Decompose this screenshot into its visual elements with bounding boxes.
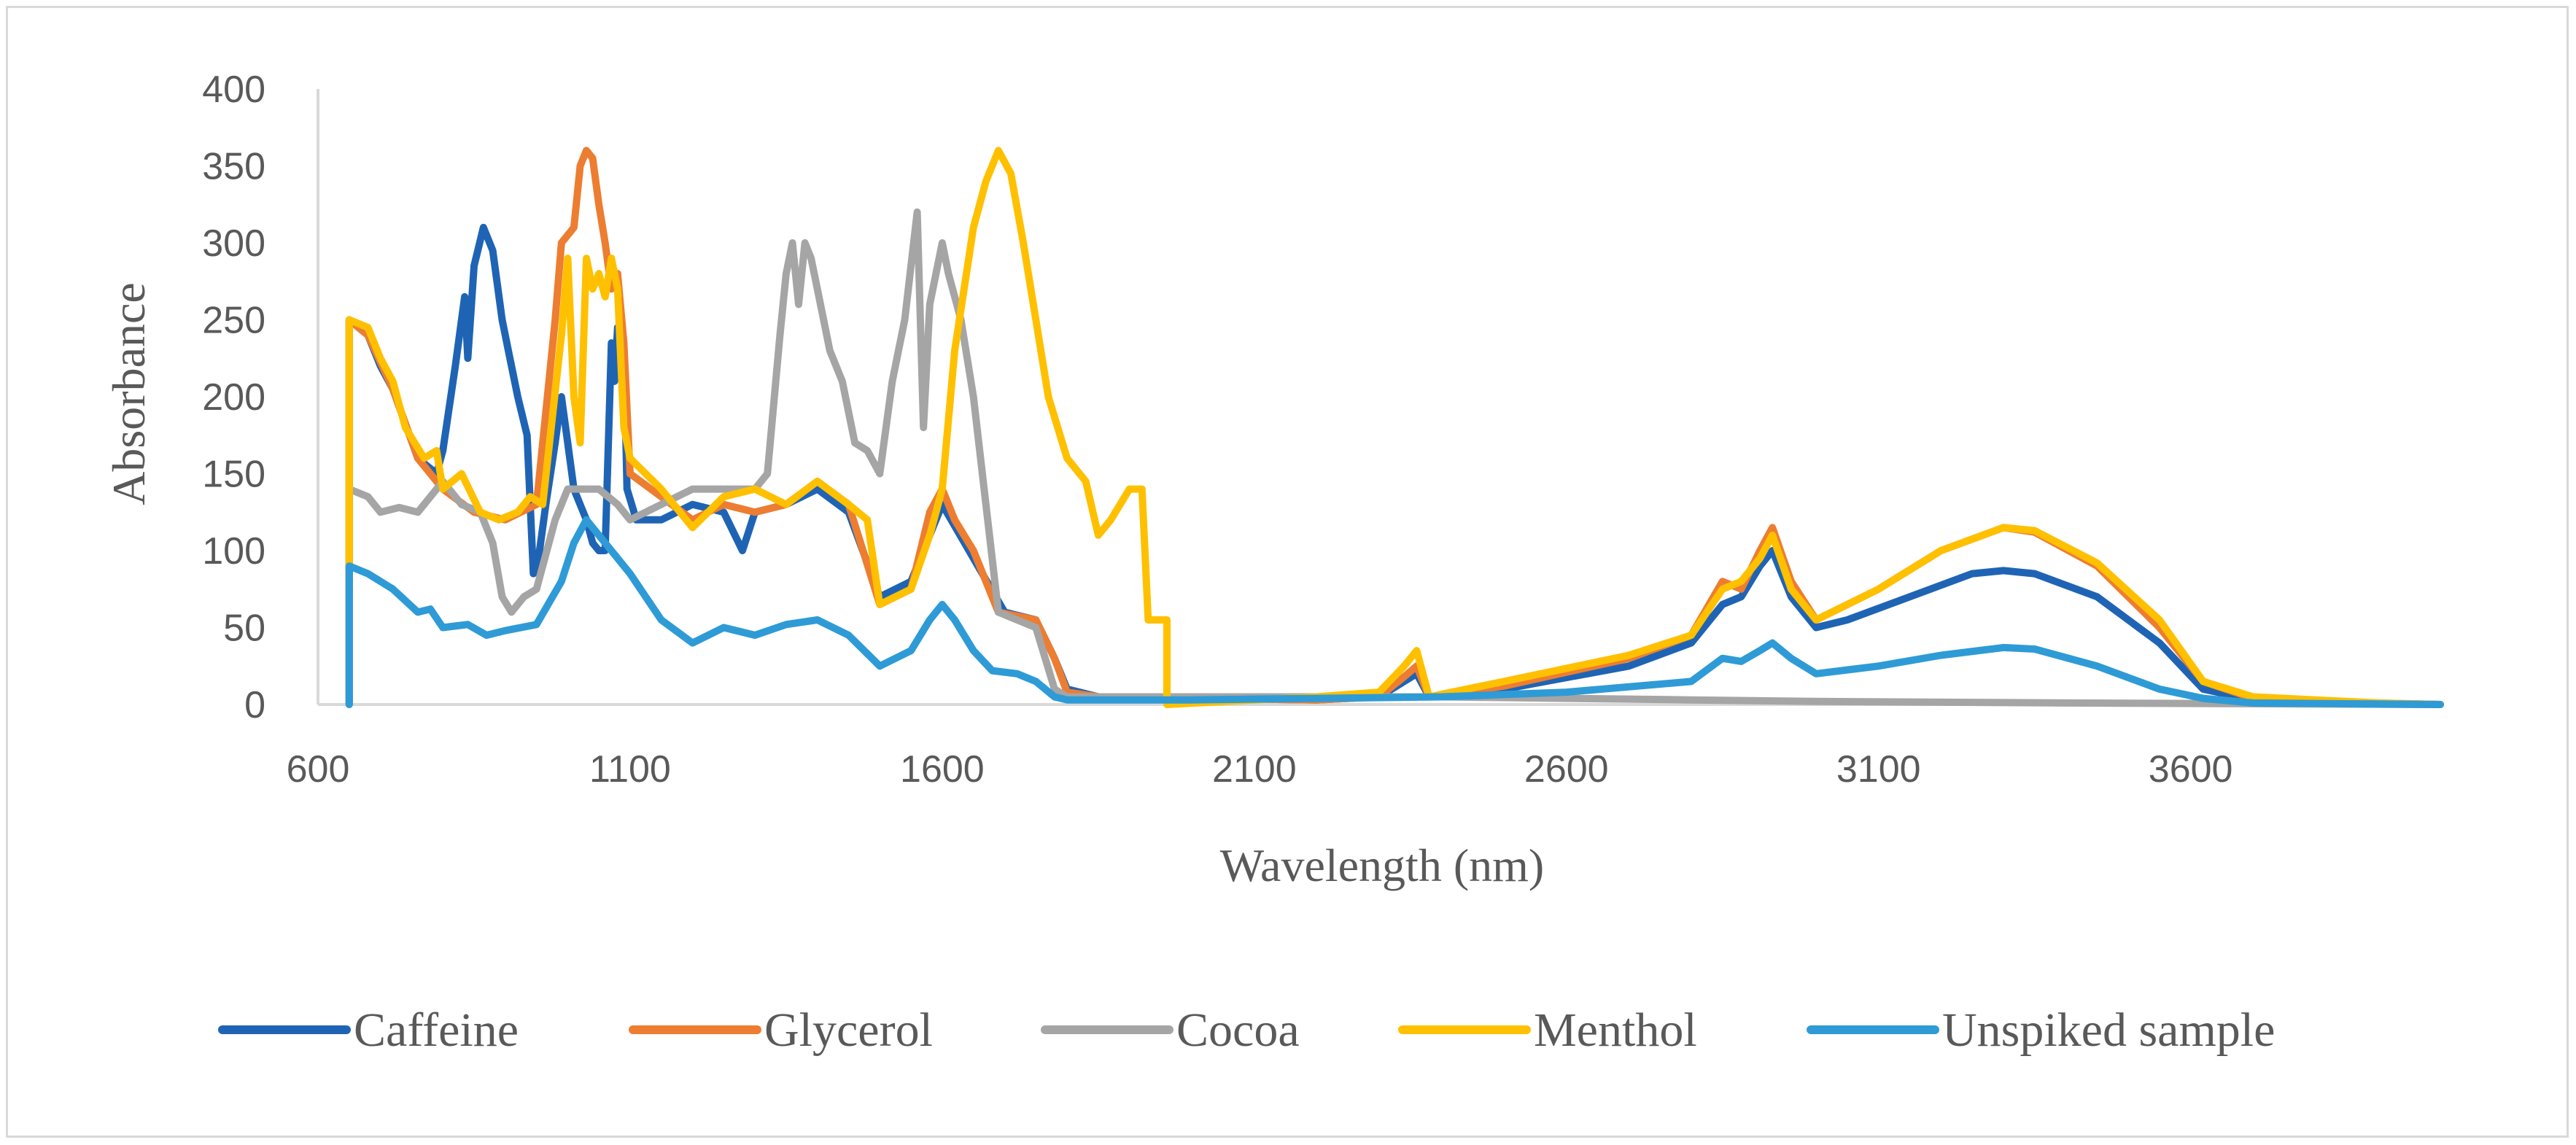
x-tick-label: 3600 (2149, 748, 2233, 791)
y-tick-label: 350 (202, 146, 265, 188)
series-line-caffeine (345, 223, 2444, 708)
series-line-menthol (345, 147, 2444, 708)
y-tick-label: 250 (202, 300, 265, 342)
legend-label-unspiked-sample: Unspiked sample (1942, 1004, 2275, 1057)
x-tick-label: 2100 (1212, 748, 1297, 791)
x-tick-label: 3100 (1836, 748, 1921, 791)
x-tick-label: 1600 (900, 748, 985, 791)
y-axis-ticks: 0 50 100 150 200 250 300 350 400 (202, 69, 265, 726)
x-tick-label: 1100 (589, 748, 671, 791)
y-tick-label: 50 (223, 608, 265, 650)
y-tick-label: 400 (202, 69, 265, 111)
series-lines (345, 147, 2444, 708)
legend-label-glycerol: Glycerol (764, 1004, 933, 1057)
y-tick-label: 100 (202, 530, 265, 572)
y-tick-label: 200 (202, 376, 265, 419)
y-axis-title: Absorbance (103, 282, 155, 505)
legend-label-menthol: Menthol (1534, 1004, 1697, 1057)
x-tick-label: 2600 (1524, 748, 1609, 791)
x-axis-title: Wavelength (nm) (1220, 839, 1544, 891)
y-tick-label: 0 (244, 684, 265, 726)
legend-label-cocoa: Cocoa (1176, 1004, 1300, 1057)
chart-frame (6, 6, 2569, 1138)
x-axis-ticks: 600 1100 1600 2100 2600 3100 3600 (287, 748, 2233, 791)
series-line-cocoa (345, 208, 2444, 708)
series-line-unspiked-sample (345, 516, 2444, 708)
legend-label-caffeine: Caffeine (354, 1004, 519, 1057)
y-tick-label: 150 (202, 454, 265, 496)
y-tick-label: 300 (202, 222, 265, 265)
x-tick-label: 600 (287, 748, 350, 791)
legend: Caffeine Glycerol Cocoa Menthol Unspiked sam… (218, 1004, 2275, 1057)
